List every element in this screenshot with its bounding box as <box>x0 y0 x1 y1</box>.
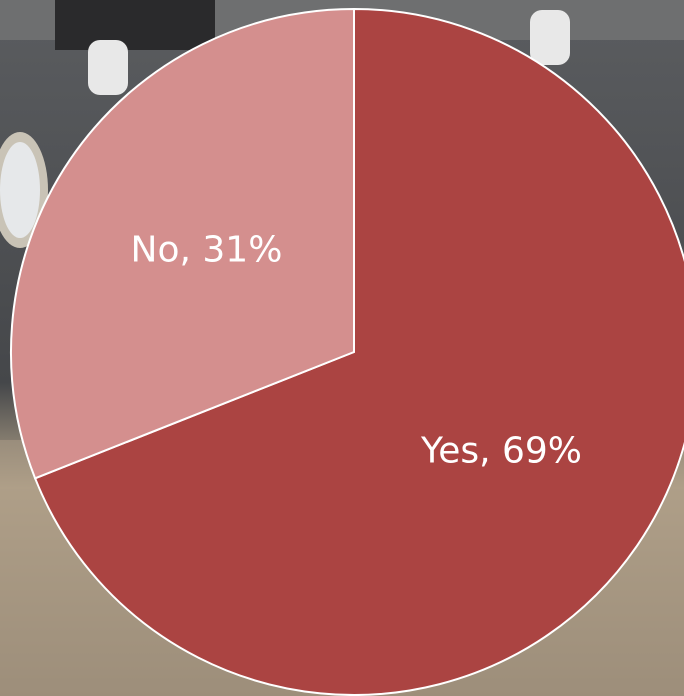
pie-slice <box>33 7 684 696</box>
pie: Yes, 69% No, 31% <box>10 7 684 696</box>
pie-slice <box>10 7 355 480</box>
slice-label: No, 31% <box>131 230 283 271</box>
slice-label: Yes, 69% <box>420 430 582 471</box>
